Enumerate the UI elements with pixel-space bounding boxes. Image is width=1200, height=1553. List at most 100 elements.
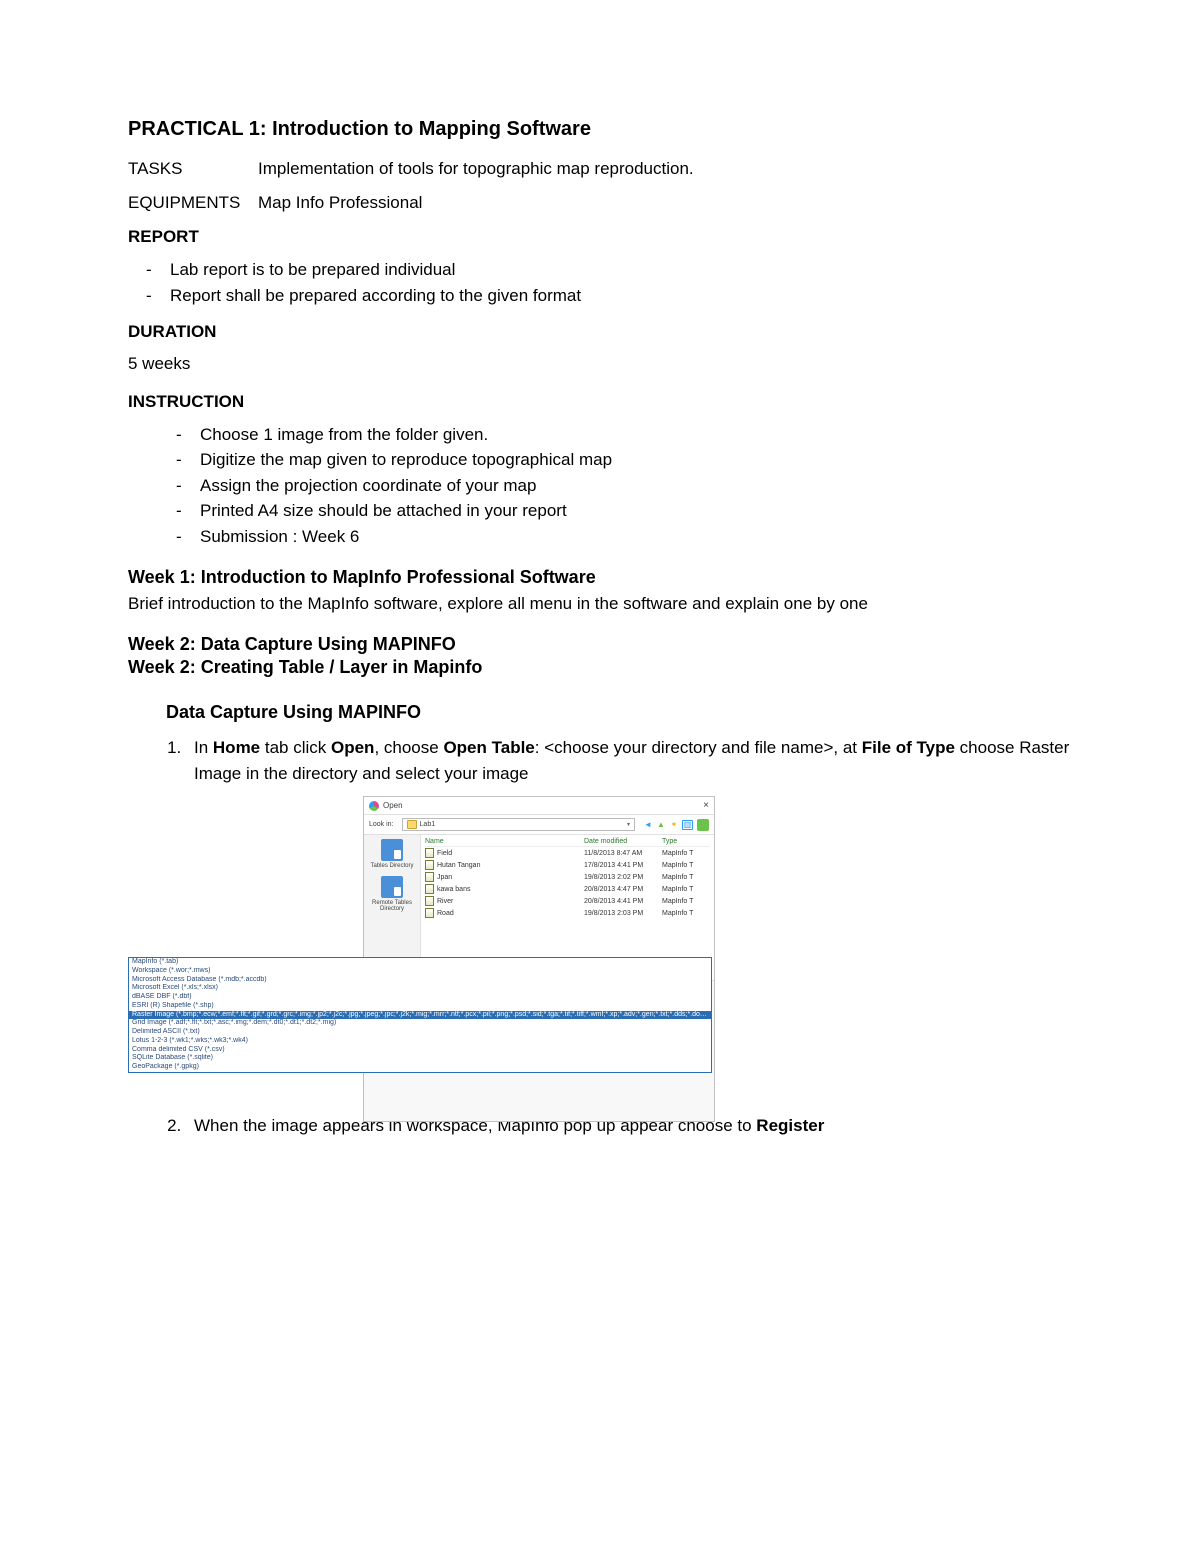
filetype-option[interactable]: GeoPackage (*.gpkg) [129, 1063, 711, 1072]
table-file-icon [425, 860, 434, 870]
file-date: 19/8/2013 2:02 PM [584, 874, 662, 881]
table-file-icon [425, 884, 434, 894]
file-row[interactable]: Field 11/8/2013 8:47 AMMapInfo T [425, 847, 710, 859]
tables-dir-icon [381, 839, 403, 861]
document-page: PRACTICAL 1: Introduction to Mapping Sof… [0, 0, 1200, 1208]
up-icon[interactable]: ▲ [656, 820, 666, 830]
lookin-value: Lab1 [420, 821, 436, 828]
file-name: River [437, 898, 453, 905]
file-name: kawa bans [437, 886, 470, 893]
folder-icon [407, 820, 417, 829]
dialog-title: Open [383, 801, 403, 810]
file-name: Road [437, 910, 454, 917]
equipments-row: EQUIPMENTS Map Info Professional [128, 193, 1072, 213]
list-item: Digitize the map given to reproduce topo… [176, 447, 1072, 473]
step1-fileoftype: File of Type [862, 738, 955, 757]
filetype-option[interactable]: Lotus 1-2-3 (*.wk1;*.wks;*.wk3;*.wk4) [129, 1037, 711, 1046]
filetype-dropdown-list[interactable]: MapInfo (*.tab)Workspace (*.wor;*.mws)Mi… [128, 957, 712, 1073]
week1-heading: Week 1: Introduction to MapInfo Professi… [128, 567, 1072, 588]
instruction-heading: INSTRUCTION [128, 392, 1072, 412]
filetype-option[interactable]: dBASE DBF (*.dbf) [129, 993, 711, 1002]
duration-heading: DURATION [128, 322, 1072, 342]
mapinfo-logo-icon [369, 801, 379, 811]
report-list: Lab report is to be prepared individual … [128, 257, 1072, 308]
sidebar-label: Tables Directory [370, 863, 413, 870]
file-date: 19/8/2013 2:03 PM [584, 910, 662, 917]
file-row[interactable]: River 20/8/2013 4:41 PMMapInfo T [425, 895, 710, 907]
filetype-option[interactable]: Comma delimited CSV (*.csv) [129, 1046, 711, 1055]
dialog-titlebar: Open × [364, 797, 714, 815]
step1-text: tab click [260, 738, 331, 757]
list-item: Printed A4 size should be attached in yo… [176, 498, 1072, 524]
filetype-option[interactable]: Delimited ASCII (*.txt) [129, 1028, 711, 1037]
file-row[interactable]: Jpan19/8/2013 2:02 PMMapInfo T [425, 871, 710, 883]
filetype-option[interactable]: Raster Image (*.bmp;*.ecw;*.emf;*.flt;*.… [129, 1011, 711, 1020]
data-capture-subheading: Data Capture Using MAPINFO [166, 702, 1072, 723]
chevron-down-icon: ▾ [627, 821, 630, 828]
step1-open: Open [331, 738, 374, 757]
step1-opentable: Open Table [443, 738, 534, 757]
step2-register: Register [756, 1116, 824, 1135]
list-item: Lab report is to be prepared individual [146, 257, 1072, 283]
file-list-header: Name Date modified Type [425, 837, 710, 847]
instruction-list: Choose 1 image from the folder given. Di… [128, 422, 1072, 550]
file-date: 20/8/2013 4:47 PM [584, 886, 662, 893]
tasks-row: TASKS Implementation of tools for topogr… [128, 159, 1072, 179]
lookin-dropdown[interactable]: Lab1 ▾ [402, 818, 635, 831]
equipments-label: EQUIPMENTS [128, 193, 258, 213]
week1-paragraph: Brief introduction to the MapInfo softwa… [128, 592, 1072, 616]
step1-home: Home [213, 738, 260, 757]
equipments-text: Map Info Professional [258, 193, 422, 213]
step1-text: In [194, 738, 213, 757]
file-name: Field [437, 850, 452, 857]
file-row[interactable]: Hutan Tangan 17/8/2013 4:41 PMMapInfo T [425, 859, 710, 871]
file-type: MapInfo T [662, 862, 710, 869]
file-type: MapInfo T [662, 850, 710, 857]
file-name: Jpan [437, 874, 452, 881]
list-item: Assign the projection coordinate of your… [176, 473, 1072, 499]
col-type[interactable]: Type [662, 838, 710, 845]
filetype-option[interactable]: ESRI (R) Shapefile (*.shp) [129, 1002, 711, 1011]
step1-text: : <choose your directory and file name>,… [535, 738, 862, 757]
table-file-icon [425, 896, 434, 906]
filetype-option[interactable]: MapInfo (*.tab) [129, 958, 711, 967]
week2a-heading: Week 2: Data Capture Using MAPINFO [128, 634, 1072, 655]
filetype-option[interactable]: Grid Image (*.adf;*.flt;*.txt;*.asc;*.im… [129, 1019, 711, 1028]
list-item: Submission : Week 6 [176, 524, 1072, 550]
col-date[interactable]: Date modified [584, 838, 662, 845]
open-dialog-figure: Open × Look in: Lab1 ▾ ◄ ▲ ✶ ▥ [128, 796, 1072, 1073]
sidebar-item-remote[interactable]: Remote Tables Directory [364, 876, 420, 913]
view-icon[interactable]: ▥ [682, 820, 693, 830]
dialog-toolbar: Look in: Lab1 ▾ ◄ ▲ ✶ ▥ [364, 815, 714, 835]
file-row[interactable]: Road 19/8/2013 2:03 PMMapInfo T [425, 907, 710, 919]
file-row[interactable]: kawa bans20/8/2013 4:47 PMMapInfo T [425, 883, 710, 895]
file-name: Hutan Tangan [437, 862, 480, 869]
close-icon[interactable]: × [703, 800, 709, 811]
tasks-text: Implementation of tools for topographic … [258, 159, 694, 179]
file-type: MapInfo T [662, 910, 710, 917]
table-file-icon [425, 872, 434, 882]
remote-dir-icon [381, 876, 403, 898]
report-heading: REPORT [128, 227, 1072, 247]
table-file-icon [425, 908, 434, 918]
mapinfo-icon [697, 819, 709, 831]
toolbar-icons: ◄ ▲ ✶ ▥ [643, 820, 693, 830]
file-date: 17/8/2013 4:41 PM [584, 862, 662, 869]
new-folder-icon[interactable]: ✶ [669, 820, 679, 830]
file-date: 11/8/2013 8:47 AM [584, 850, 662, 857]
back-icon[interactable]: ◄ [643, 820, 653, 830]
list-item: Choose 1 image from the folder given. [176, 422, 1072, 448]
step-item: In Home tab click Open, choose Open Tabl… [186, 735, 1072, 786]
filetype-option[interactable]: Workspace (*.wor;*.mws) [129, 967, 711, 976]
filetype-option[interactable]: SQLite Database (*.sqlite) [129, 1054, 711, 1063]
file-date: 20/8/2013 4:41 PM [584, 898, 662, 905]
sidebar-item-tables[interactable]: Tables Directory [370, 839, 413, 870]
col-name[interactable]: Name [425, 838, 584, 845]
list-item: Report shall be prepared according to th… [146, 283, 1072, 309]
page-title: PRACTICAL 1: Introduction to Mapping Sof… [128, 118, 1072, 141]
file-type: MapInfo T [662, 898, 710, 905]
duration-text: 5 weeks [128, 352, 1072, 376]
filetype-option[interactable]: Microsoft Excel (*.xls;*.xlsx) [129, 984, 711, 993]
filetype-option[interactable]: Microsoft Access Database (*.mdb;*.accdb… [129, 976, 711, 985]
table-file-icon [425, 848, 434, 858]
